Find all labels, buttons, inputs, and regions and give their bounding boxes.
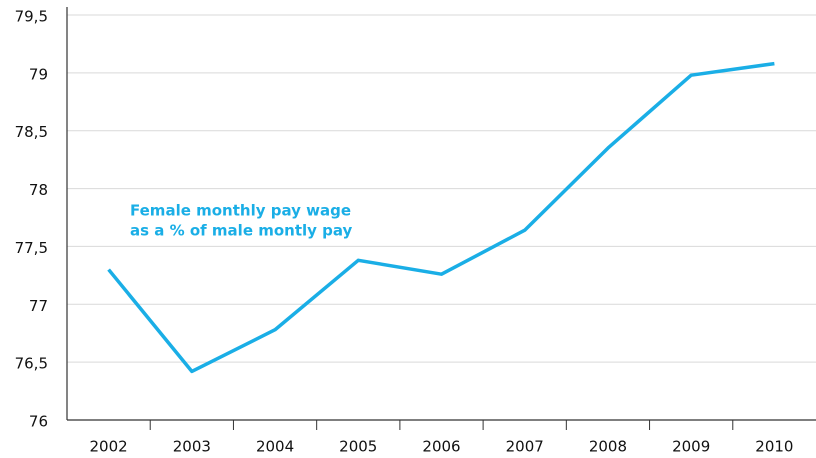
x-tick-label: 2006 <box>422 438 460 456</box>
y-tick-label: 77 <box>29 297 48 315</box>
x-tick-label: 2009 <box>672 438 710 456</box>
x-tick-label: 2007 <box>506 438 544 456</box>
annotation: as a % of male montly pay <box>130 222 353 240</box>
y-tick-label: 79 <box>29 65 48 83</box>
x-tick-label: 2004 <box>256 438 294 456</box>
line-series <box>107 61 775 374</box>
y-tick-label: 76 <box>29 413 48 431</box>
x-tick-label: 2005 <box>339 438 377 456</box>
x-tick-label: 2010 <box>755 438 793 456</box>
x-tick-label: 2008 <box>589 438 627 456</box>
annotation: Female monthly pay wage <box>130 202 351 220</box>
y-tick-label: 78,5 <box>15 123 48 141</box>
x-tick-label: 2003 <box>173 438 211 456</box>
y-tick-label: 77,5 <box>15 239 48 257</box>
y-tick-label: 78 <box>29 181 48 199</box>
y-tick-label: 79,5 <box>15 8 48 26</box>
x-tick-label: 2002 <box>90 438 128 456</box>
y-tick-label: 76,5 <box>15 355 48 373</box>
